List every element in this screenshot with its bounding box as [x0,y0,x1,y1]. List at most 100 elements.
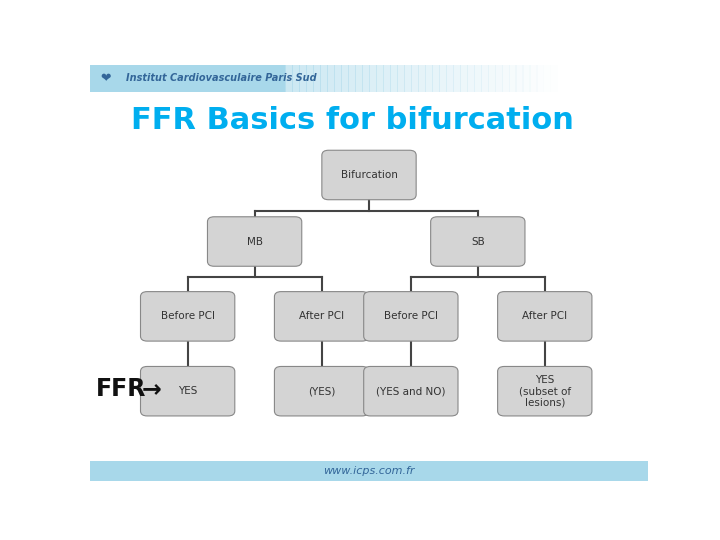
Bar [153,65,161,92]
Bar [160,65,168,92]
Bar [578,65,586,92]
FancyBboxPatch shape [140,367,235,416]
Bar [355,65,363,92]
Text: www.icps.com.fr: www.icps.com.fr [323,465,415,476]
Bar [467,65,474,92]
Bar [495,65,503,92]
Bar [90,65,285,92]
Bar [264,65,272,92]
Bar [404,65,412,92]
Bar [348,65,356,92]
Bar [167,65,175,92]
Bar [544,65,552,92]
FancyBboxPatch shape [274,292,369,341]
FancyBboxPatch shape [364,292,458,341]
Text: MB: MB [247,237,263,247]
Bar [174,65,181,92]
Bar [459,65,468,92]
Bar [97,65,105,92]
Bar [230,65,238,92]
Text: (YES and NO): (YES and NO) [376,386,446,396]
Bar [251,65,258,92]
Bar [383,65,391,92]
Bar [90,65,98,92]
Bar [334,65,342,92]
Bar [550,65,559,92]
Bar [181,65,189,92]
Bar [258,65,266,92]
Text: Bifurcation: Bifurcation [341,170,397,180]
Bar [599,65,607,92]
Bar [215,65,224,92]
Bar [523,65,531,92]
Bar [362,65,370,92]
FancyBboxPatch shape [207,217,302,266]
Bar [292,65,300,92]
Bar [313,65,321,92]
Bar [487,65,495,92]
Text: YES: YES [178,386,197,396]
Bar [516,65,523,92]
Bar [481,65,489,92]
Bar [90,461,648,481]
Bar [438,65,447,92]
Bar [111,65,119,92]
Text: FFR Basics for bifurcation: FFR Basics for bifurcation [131,106,574,136]
Bar [390,65,398,92]
Bar [585,65,593,92]
Bar [243,65,251,92]
Bar [502,65,510,92]
Bar [306,65,315,92]
FancyBboxPatch shape [431,217,525,266]
Bar [536,65,544,92]
Bar [194,65,203,92]
Bar [236,65,245,92]
Bar [145,65,154,92]
Bar [418,65,426,92]
FancyBboxPatch shape [364,367,458,416]
Bar [432,65,440,92]
Bar [571,65,580,92]
Bar [529,65,538,92]
Bar [627,65,635,92]
Text: After PCI: After PCI [522,312,567,321]
Bar [474,65,482,92]
Bar [222,65,230,92]
Bar [411,65,419,92]
Bar [202,65,210,92]
Bar [557,65,565,92]
Text: Institut Cardiovasculaire Paris Sud: Institut Cardiovasculaire Paris Sud [126,73,317,83]
Text: →: → [142,377,162,401]
FancyBboxPatch shape [498,292,592,341]
Bar [327,65,336,92]
Bar [397,65,405,92]
Bar [118,65,126,92]
Text: ❤: ❤ [100,72,111,85]
Bar [285,65,293,92]
Bar [446,65,454,92]
Bar [271,65,279,92]
FancyBboxPatch shape [274,367,369,416]
Bar [620,65,628,92]
Bar [341,65,349,92]
Text: YES
(subset of
lesions): YES (subset of lesions) [518,375,571,408]
FancyBboxPatch shape [322,150,416,200]
Bar [369,65,377,92]
Bar [508,65,516,92]
Bar [376,65,384,92]
Text: After PCI: After PCI [299,312,344,321]
Bar [188,65,196,92]
Bar [132,65,140,92]
Bar [139,65,147,92]
Bar [425,65,433,92]
Bar [593,65,600,92]
Bar [453,65,461,92]
Bar [564,65,572,92]
Bar [104,65,112,92]
Bar [606,65,614,92]
Text: Before PCI: Before PCI [161,312,215,321]
Bar [279,65,287,92]
Text: Before PCI: Before PCI [384,312,438,321]
Bar [634,65,642,92]
Text: (YES): (YES) [308,386,336,396]
